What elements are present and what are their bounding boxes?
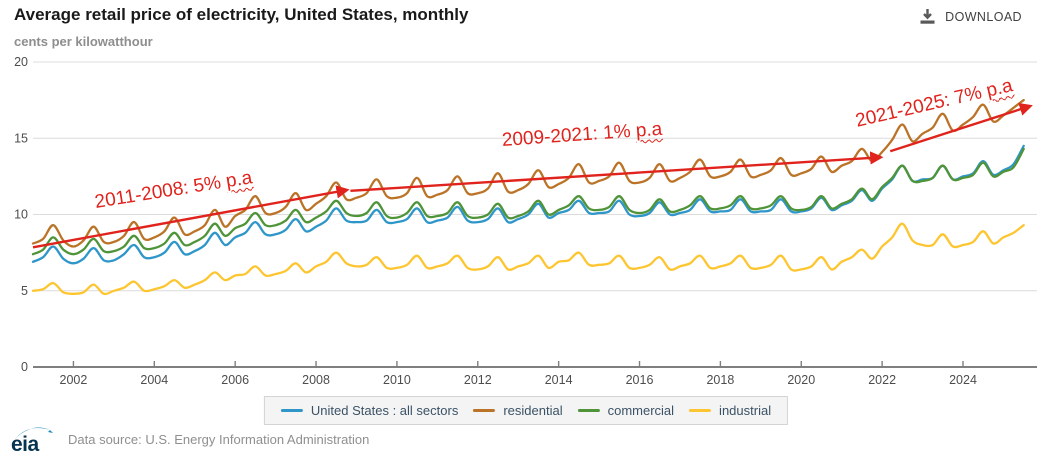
- x-tick-label: 2010: [383, 373, 411, 387]
- x-tick-label: 2006: [221, 373, 249, 387]
- industrial-line-swatch: [689, 409, 712, 412]
- y-tick-label: 5: [21, 284, 28, 298]
- residential-line-swatch: [473, 409, 496, 412]
- series-line-united-states-all-sectors: [31, 144, 1025, 265]
- data-source-text: Data source: U.S. Energy Information Adm…: [68, 432, 370, 447]
- commercial-line-swatch: [577, 409, 600, 412]
- gridlines: [33, 61, 1037, 292]
- legend-item-residential[interactable]: residential: [473, 403, 563, 418]
- series-line-industrial: [31, 222, 1025, 296]
- legend-item-all-sectors[interactable]: United States : all sectors: [280, 403, 458, 418]
- x-tick-label: 2024: [949, 373, 977, 387]
- y-tick-label: 20: [14, 55, 28, 69]
- svg-text:eia: eia: [11, 433, 40, 455]
- footer: eia Data source: U.S. Energy Information…: [8, 424, 369, 455]
- y-tick-label: 10: [14, 208, 28, 222]
- legend-item-commercial[interactable]: commercial: [577, 403, 674, 418]
- chart-title: Average retail price of electricity, Uni…: [14, 5, 469, 24]
- axes: 0 5 10 15 20 2002 2004 2006 2008 2010 2012 2014 2016…: [14, 55, 1037, 387]
- all-sectors-line-swatch: [280, 409, 303, 412]
- x-tick-label: 2004: [140, 373, 168, 387]
- x-tick-label: 2016: [626, 373, 654, 387]
- chart-legend: United States : all sectors residential …: [263, 396, 789, 425]
- x-tick-label: 2014: [545, 373, 573, 387]
- download-label: DOWNLOAD: [945, 9, 1022, 24]
- x-tick-label: 2022: [868, 373, 896, 387]
- x-tick-label: 2008: [302, 373, 330, 387]
- x-tick-label: 2020: [787, 373, 815, 387]
- x-tick-label: 2012: [464, 373, 492, 387]
- download-icon: [920, 9, 935, 24]
- data-series-lines: [31, 98, 1025, 296]
- series-line-residential: [31, 98, 1025, 248]
- chart-unit-label: cents per kilowatthour: [14, 34, 153, 49]
- x-tick-label: 2002: [60, 373, 88, 387]
- series-line-commercial: [31, 147, 1025, 256]
- trend-arrows: [32, 102, 1033, 249]
- legend-item-industrial[interactable]: industrial: [689, 403, 771, 418]
- eia-logo: eia: [10, 427, 53, 455]
- x-tick-label: 2018: [706, 373, 734, 387]
- y-tick-label: 0: [21, 360, 28, 374]
- download-button[interactable]: DOWNLOAD: [919, 8, 1022, 25]
- y-tick-label: 15: [14, 131, 28, 145]
